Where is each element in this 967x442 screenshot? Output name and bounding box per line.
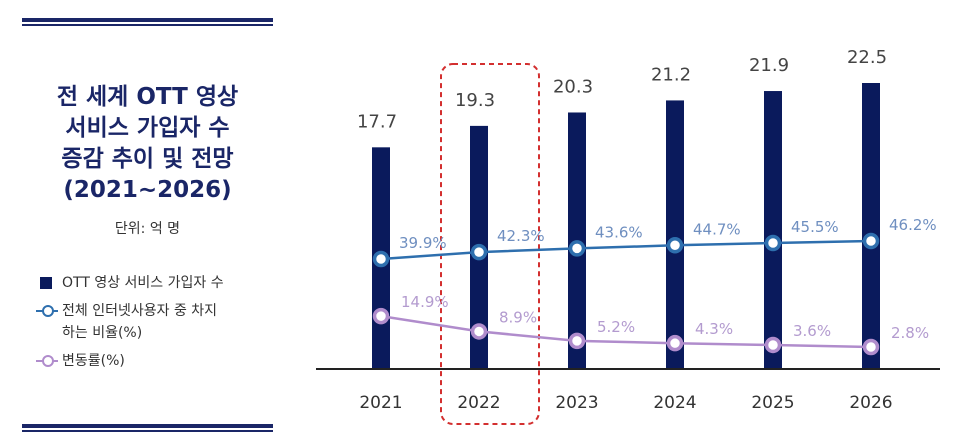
x-tick-label: 2026 bbox=[849, 393, 892, 413]
title-line: (2021~2026) bbox=[63, 177, 232, 203]
bar bbox=[862, 83, 880, 369]
bar bbox=[666, 100, 684, 370]
change-point bbox=[470, 323, 488, 340]
change-label: 2.8% bbox=[891, 324, 929, 342]
x-tick-label: 2022 bbox=[457, 393, 500, 413]
share-label: 44.7% bbox=[693, 220, 741, 238]
bar-value-label: 21.2 bbox=[651, 64, 691, 85]
share-point bbox=[470, 243, 488, 261]
title-line: 서비스 가입자 수 bbox=[65, 115, 230, 141]
unit-label: 단위: 억 명 bbox=[114, 221, 181, 237]
share-point bbox=[372, 250, 390, 268]
x-tick-label: 2023 bbox=[555, 393, 598, 413]
share-label: 43.6% bbox=[595, 223, 643, 241]
legend-label: OTT 영상 서비스 가입자 수 bbox=[62, 275, 224, 291]
bar-swatch-icon bbox=[40, 277, 52, 289]
change-label: 4.3% bbox=[695, 320, 733, 338]
legend-item-share: 전체 인터넷사용자 중 차지 하는 비율(%) bbox=[36, 300, 276, 344]
marker-icon bbox=[42, 305, 54, 317]
title-line: 증감 추이 및 전망 bbox=[61, 146, 234, 172]
change-label: 14.9% bbox=[401, 293, 449, 311]
bar-value-label: 19.3 bbox=[455, 90, 495, 111]
share-label: 42.3% bbox=[497, 227, 545, 245]
bar-value-label: 17.7 bbox=[357, 111, 397, 132]
share-label: 39.9% bbox=[399, 234, 447, 252]
legend-item-subscribers: OTT 영상 서비스 가입자 수 bbox=[36, 272, 276, 294]
marker-icon bbox=[42, 355, 54, 367]
bar bbox=[764, 91, 782, 369]
change-label: 8.9% bbox=[499, 308, 537, 326]
x-tick-label: 2025 bbox=[751, 393, 794, 413]
share-line bbox=[380, 239, 872, 261]
legend-label: 변동률(%) bbox=[62, 353, 125, 369]
bar-value-label: 20.3 bbox=[553, 76, 593, 97]
change-label: 3.6% bbox=[793, 322, 831, 340]
change-point bbox=[372, 307, 390, 325]
bottom-divider bbox=[22, 424, 273, 432]
legend-label: 전체 인터넷사용자 중 차지 bbox=[62, 303, 218, 319]
x-tick-label: 2021 bbox=[359, 393, 402, 413]
share-point bbox=[764, 234, 782, 252]
highlight-box bbox=[440, 63, 540, 425]
share-point bbox=[666, 237, 684, 254]
change-point bbox=[862, 338, 880, 356]
legend-item-change: 변동률(%) bbox=[36, 350, 276, 372]
bar-value-label: 22.5 bbox=[847, 47, 887, 68]
share-label: 46.2% bbox=[889, 216, 937, 234]
change-point bbox=[568, 332, 586, 350]
legend: OTT 영상 서비스 가입자 수 전체 인터넷사용자 중 차지 하는 비율(%)… bbox=[36, 272, 276, 378]
share-point bbox=[568, 240, 586, 257]
chart-title: 전 세계 OTT 영상 서비스 가입자 수 증감 추이 및 전망 (2021~2… bbox=[22, 82, 273, 206]
share-label: 45.5% bbox=[791, 218, 839, 236]
change-point bbox=[666, 334, 684, 352]
bar-value-label: 21.9 bbox=[749, 55, 789, 76]
legend-label: 하는 비율(%) bbox=[62, 325, 143, 341]
top-divider bbox=[22, 18, 273, 26]
change-point bbox=[764, 336, 782, 354]
x-tick-label: 2024 bbox=[653, 393, 696, 413]
share-point bbox=[862, 232, 880, 250]
title-line: 전 세계 OTT 영상 bbox=[56, 84, 239, 110]
change-line bbox=[380, 314, 872, 349]
change-label: 5.2% bbox=[597, 318, 635, 336]
